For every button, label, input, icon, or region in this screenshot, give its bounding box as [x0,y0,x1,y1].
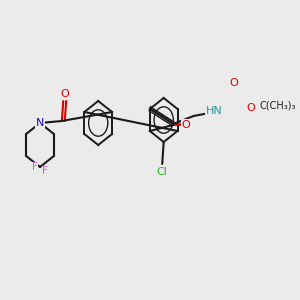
Text: C(CH₃)₃: C(CH₃)₃ [260,101,296,111]
Text: O: O [181,119,190,130]
Text: Cl: Cl [157,167,168,177]
Text: O: O [230,78,239,88]
Text: F: F [42,166,48,176]
Text: O: O [247,103,255,113]
Text: HN: HN [206,106,222,116]
Text: F: F [32,162,38,172]
Text: O: O [60,89,69,99]
Text: N: N [36,118,44,128]
